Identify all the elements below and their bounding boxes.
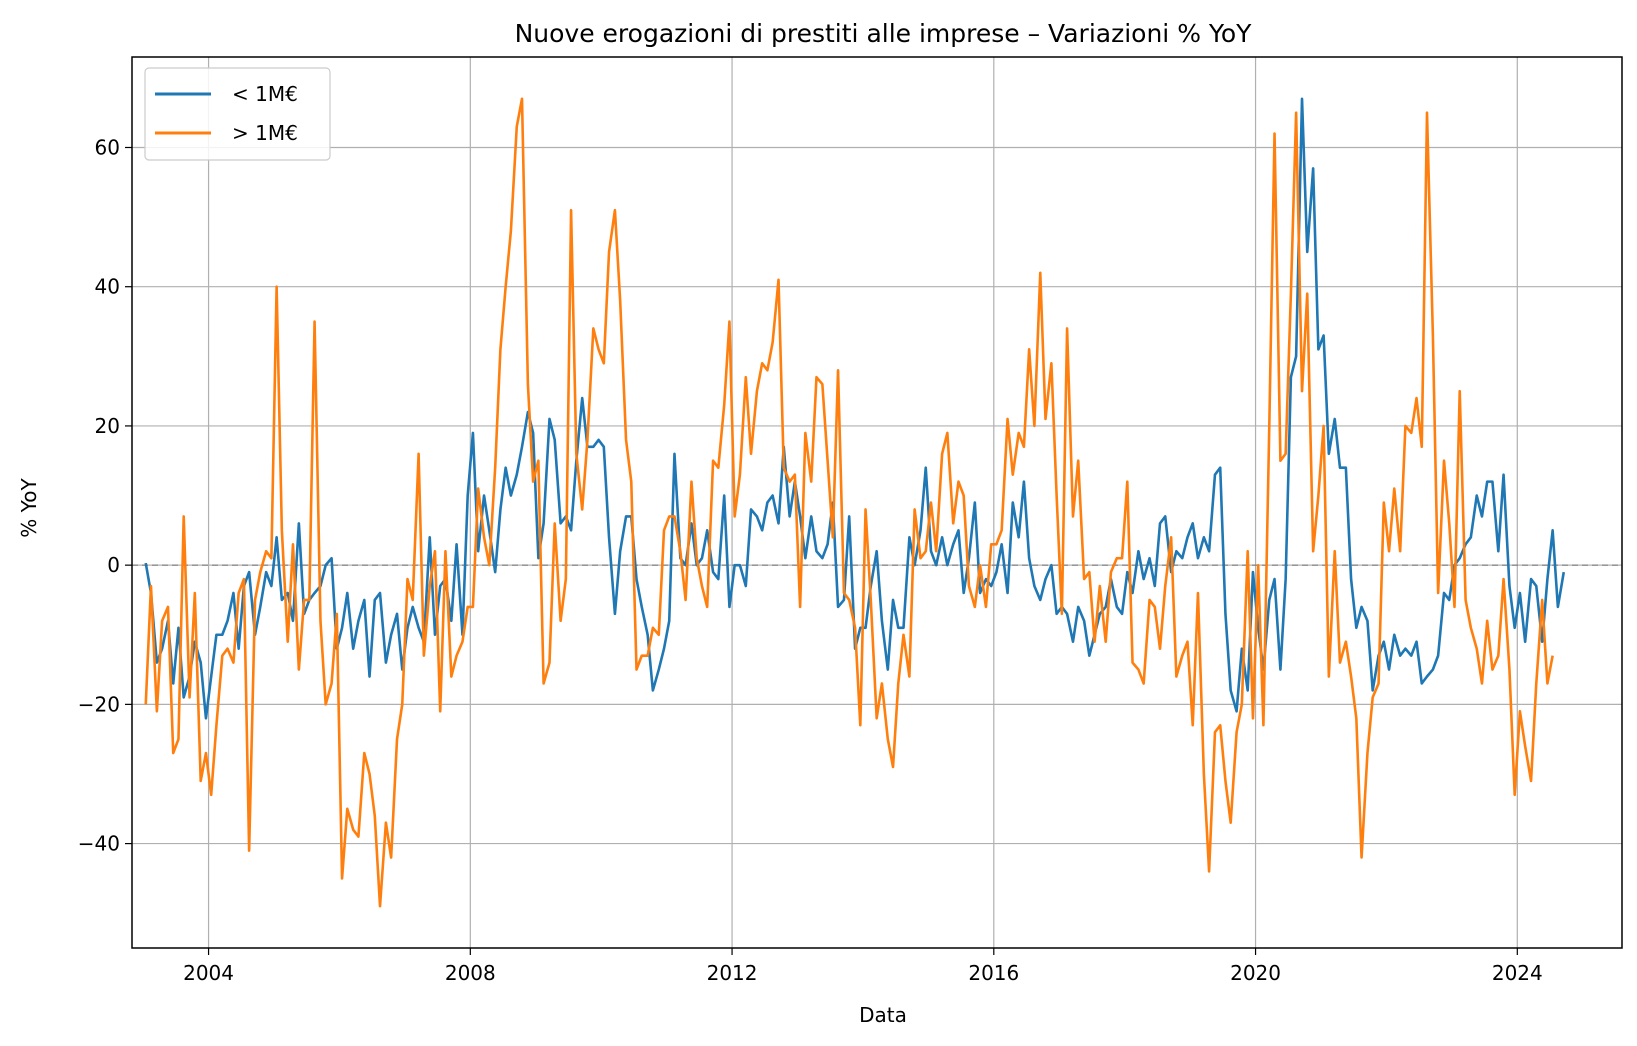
x-tick-label: 2016 xyxy=(968,961,1019,985)
plot-frame xyxy=(131,56,1623,949)
y-tick-label: −20 xyxy=(78,692,120,716)
grid xyxy=(132,57,1622,948)
series-line-large-loans xyxy=(144,97,1554,908)
legend-box xyxy=(144,67,331,161)
legend: < 1M€ > 1M€ xyxy=(144,67,331,161)
legend-label-small-loans: < 1M€ xyxy=(232,82,298,106)
legend-label-large-loans: > 1M€ xyxy=(232,121,298,145)
x-tick-label: 2004 xyxy=(183,961,234,985)
x-tick-label: 2012 xyxy=(707,961,758,985)
y-axis-ticks: −40 −20 0 20 40 60 xyxy=(78,135,132,856)
x-axis-label: Data xyxy=(859,1003,907,1027)
chart-title: Nuove erogazioni di prestiti alle impres… xyxy=(515,19,1253,48)
y-tick-label: 0 xyxy=(107,553,120,577)
x-tick-label: 2024 xyxy=(1492,961,1543,985)
y-axis-label: % YoY xyxy=(17,478,41,538)
x-axis-ticks: 2004 2008 2012 2016 2020 2024 xyxy=(183,948,1543,985)
y-tick-label: 60 xyxy=(95,135,120,159)
y-tick-label: 20 xyxy=(95,414,120,438)
y-tick-label: 40 xyxy=(95,275,120,299)
y-tick-label: −40 xyxy=(78,832,120,856)
x-tick-label: 2008 xyxy=(445,961,496,985)
series-layer xyxy=(144,97,1566,908)
x-tick-label: 2020 xyxy=(1230,961,1281,985)
